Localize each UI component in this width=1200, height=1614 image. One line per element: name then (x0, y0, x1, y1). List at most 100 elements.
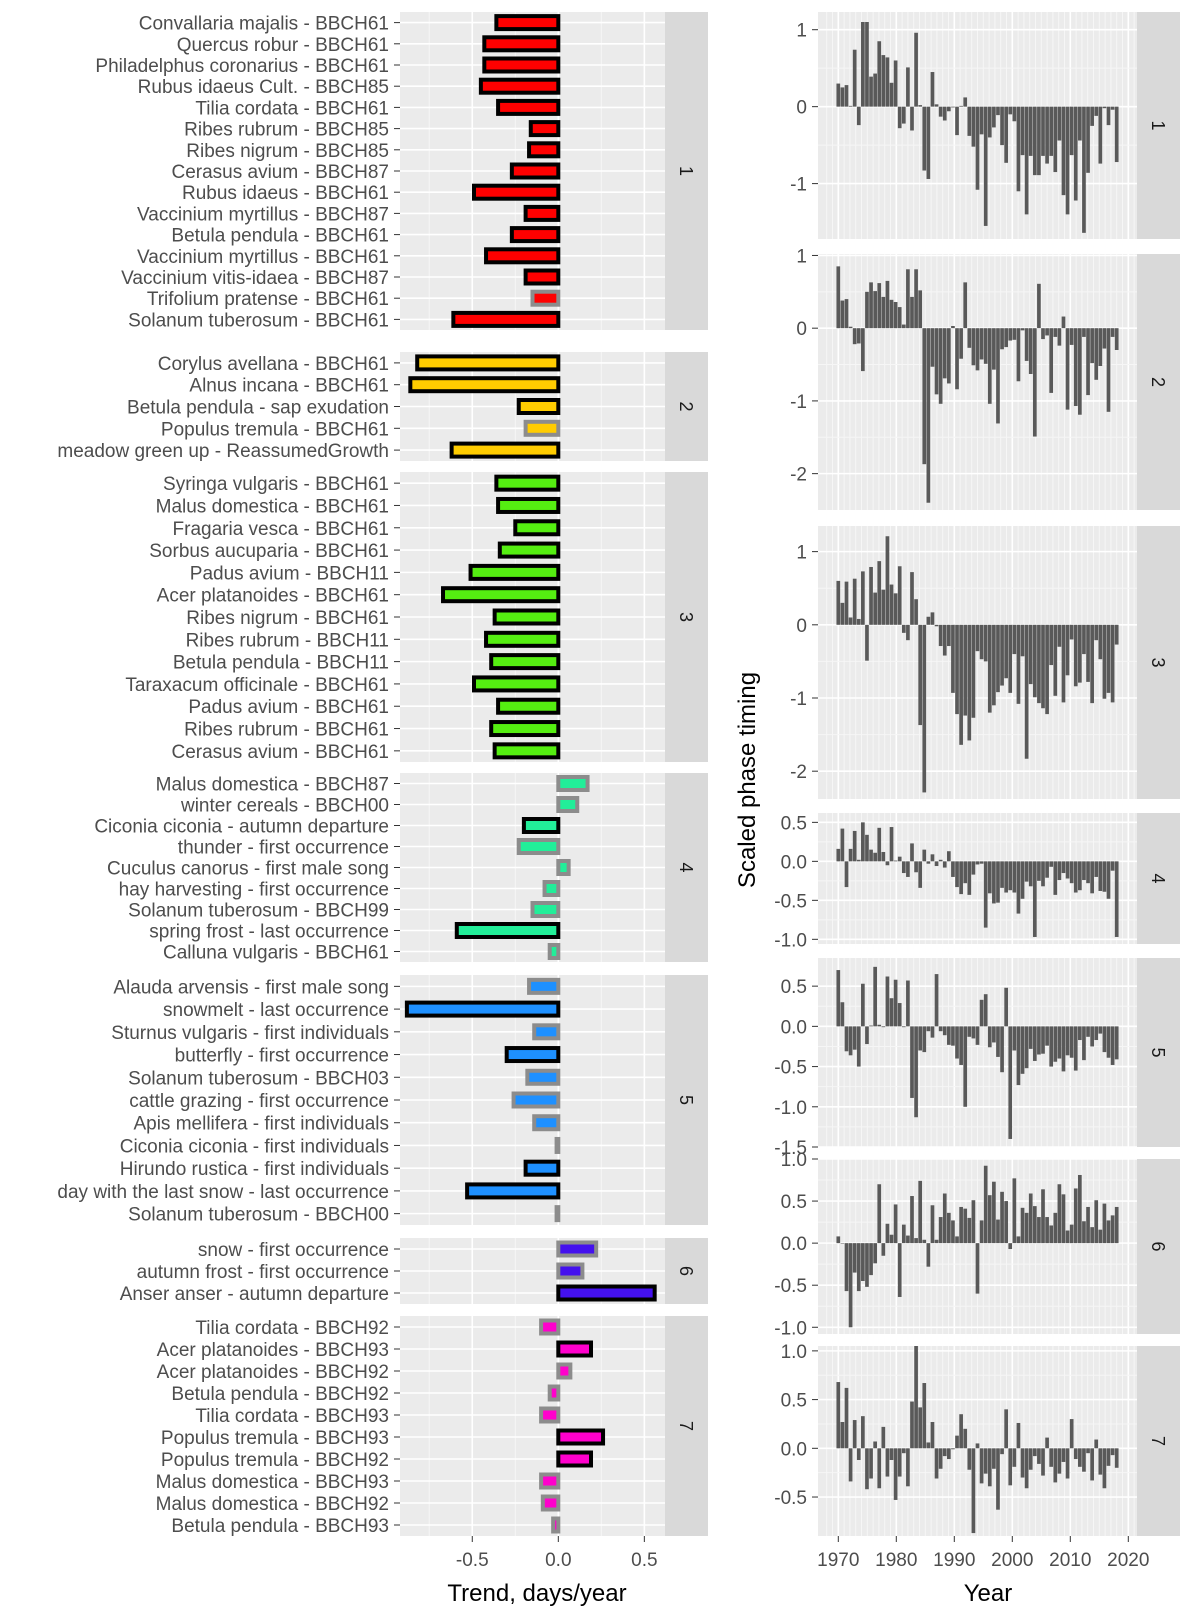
timing-bar (922, 1026, 927, 1053)
timing-bar (930, 328, 935, 367)
timing-bar (848, 1026, 853, 1056)
timing-bar (926, 1243, 931, 1267)
trend-bar (415, 354, 561, 372)
timing-bar (910, 1196, 914, 1244)
timing-bar (836, 1382, 841, 1449)
timing-bar (906, 269, 910, 329)
trend-category-label: Solanum tuberosum - BBCH99 (128, 901, 389, 922)
timing-bar (987, 328, 992, 404)
timing-bar (1086, 328, 1090, 396)
timing-bar (1032, 1026, 1037, 1061)
timing-bar (840, 828, 845, 862)
timing-bar (1016, 328, 1021, 382)
trend-category-label: Vaccinium myrtillus - BBCH61 (137, 247, 389, 268)
timing-bar (971, 624, 976, 718)
timing-bar (861, 1243, 865, 1281)
timing-bar (1016, 624, 1021, 704)
timing-bar (1078, 106, 1082, 141)
timing-bar (926, 616, 931, 625)
timing-bar (1024, 861, 1029, 882)
timing-bar (1028, 106, 1033, 156)
timing-bar (1057, 861, 1062, 881)
timing-bar (877, 283, 882, 329)
timing-bar (1061, 1448, 1066, 1462)
trend-category-label: Philadelphus coronarius - BBCH61 (95, 56, 389, 77)
trend-x-tick-label: 0.0 (545, 1550, 571, 1571)
trend-bar (539, 1406, 561, 1424)
timing-bar (1012, 328, 1017, 340)
trend-bar (408, 376, 561, 394)
timing-bar (873, 1441, 877, 1449)
timing-bar (897, 566, 902, 625)
timing-panel-4: 0.5 0.0 -0.5 -1.0 4 (774, 813, 1180, 951)
timing-bar (1090, 328, 1094, 364)
trend-panel-strip (665, 472, 708, 762)
trend-bar (530, 289, 561, 307)
timing-bar (942, 1193, 947, 1244)
timing-bar (1012, 1026, 1017, 1051)
trend-bar (530, 901, 561, 918)
timing-strip-label: 5 (1148, 1047, 1168, 1057)
timing-bar (992, 1448, 996, 1469)
timing-bar (959, 624, 963, 745)
year-x-tick-label: 1970 (817, 1550, 859, 1571)
trend-category-label: meadow green up - ReassumedGrowth (57, 441, 389, 462)
timing-bar (1069, 624, 1074, 640)
timing-bar (987, 861, 992, 894)
timing-bar (979, 106, 984, 135)
trend-x-tick-label: -0.5 (456, 1550, 489, 1571)
timing-bar (1053, 1026, 1058, 1062)
timing-bar (1098, 861, 1103, 891)
timing-bar (861, 1416, 865, 1449)
timing-bar (983, 1448, 988, 1474)
timing-bar (1069, 1224, 1074, 1244)
timing-bar (1061, 1026, 1066, 1072)
timing-bar (1082, 328, 1086, 337)
timing-bar (885, 1448, 890, 1477)
timing-bar (942, 1448, 947, 1457)
timing-bar (840, 1422, 845, 1449)
trend-bar (521, 817, 561, 834)
trend-category-label: Ciconia ciconia - first individuals (120, 1136, 389, 1157)
timing-bar (914, 1238, 918, 1244)
timing-bar (992, 1026, 996, 1043)
timing-bar (840, 300, 845, 329)
timing-panel-strip (1137, 12, 1180, 239)
timing-bar (1049, 624, 1054, 666)
timing-y-tick-label: 0.0 (781, 1017, 807, 1038)
timing-bar (844, 1387, 849, 1449)
timing-bar (979, 1448, 984, 1484)
timing-bar (918, 1407, 923, 1449)
timing-bar (979, 861, 984, 864)
timing-bar (848, 1243, 853, 1328)
trend-bar (489, 653, 561, 671)
trend-bar (496, 496, 561, 514)
trend-bar (451, 310, 561, 328)
timing-bar (852, 578, 857, 625)
trend-bar (527, 977, 561, 995)
timing-bar (938, 1026, 943, 1032)
timing-bar (951, 861, 955, 877)
timing-y-tick-label: 1.0 (781, 1150, 807, 1171)
timing-bar (901, 624, 906, 633)
timing-bar (922, 328, 927, 465)
timing-bar (959, 1026, 963, 1065)
trend-category-label: cattle grazing - first occurrence (129, 1091, 389, 1112)
timing-bar (1049, 106, 1054, 156)
timing-bar (963, 97, 968, 107)
timing-bar (983, 624, 988, 662)
timing-bar (865, 291, 869, 329)
timing-bar (877, 1184, 882, 1244)
timing-bar (975, 861, 980, 865)
timing-bar (1032, 1448, 1037, 1457)
timing-bar (987, 1195, 992, 1244)
timing-y-tick-label: -1.5 (774, 1138, 807, 1159)
timing-panel-strip (1137, 813, 1180, 944)
timing-bar (881, 589, 886, 625)
timing-bar (1037, 624, 1041, 704)
timing-y-tick-label: 0.5 (781, 1192, 807, 1213)
trend-category-label: Cerasus avium - BBCH61 (171, 742, 389, 763)
timing-bar (1102, 624, 1107, 699)
timing-bar (1020, 106, 1025, 156)
